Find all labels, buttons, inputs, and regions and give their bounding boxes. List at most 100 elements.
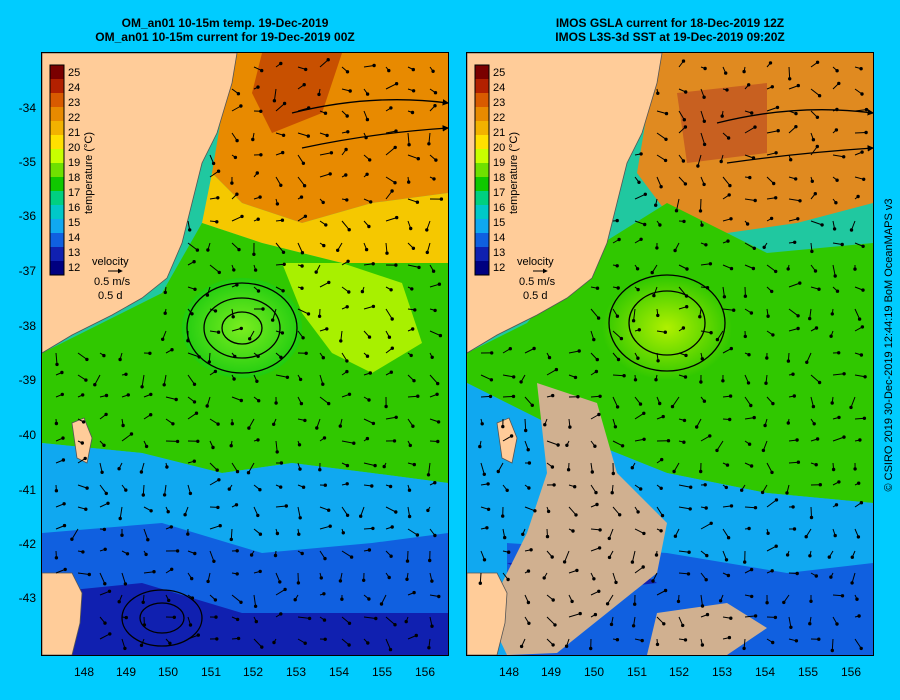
current-vector-head [636, 287, 640, 292]
current-vector-head [654, 378, 658, 382]
current-vector-head [117, 467, 121, 471]
current-vector-head [774, 151, 778, 155]
current-vector [165, 396, 177, 400]
current-vector [546, 440, 559, 446]
current-vector [275, 242, 284, 253]
current-vector [854, 638, 862, 649]
current-vector-head [681, 159, 686, 163]
current-vector-head [235, 572, 239, 576]
right-velocity-speed: 0.5 m/s [519, 276, 556, 288]
current-vector-head [234, 503, 239, 507]
current-vector-head [347, 290, 351, 294]
current-vector-head [616, 286, 620, 290]
current-vector-head [842, 372, 846, 376]
current-vector-head [371, 526, 375, 531]
current-vector-head [814, 326, 819, 330]
current-vector-head [425, 250, 429, 255]
current-vector-head [321, 200, 325, 205]
current-vector-head [728, 183, 732, 188]
current-vector-head [842, 435, 846, 439]
current-vector-head [282, 101, 287, 106]
current-vector-head [698, 209, 703, 213]
current-vector-head [817, 94, 822, 98]
current-vector [209, 479, 220, 486]
left-map-panel[interactable]: 25 24 23 22 21 20 19 18 17 16 15 14 13 1… [41, 52, 449, 656]
current-vector-head [149, 392, 153, 397]
current-vector-head [319, 576, 323, 580]
current-vector-head [656, 359, 660, 363]
x-tick-label: 150 [583, 665, 605, 679]
right-title-line1: IMOS GSLA current for 18-Dec-2019 12Z [555, 16, 785, 30]
current-vector-head [283, 587, 287, 592]
current-vector [700, 110, 705, 122]
current-vector [546, 369, 557, 376]
current-vector-head [573, 375, 578, 380]
current-vector-head [753, 198, 757, 203]
current-vector-head [743, 334, 747, 339]
current-vector-head [411, 424, 415, 428]
current-vector-head [124, 372, 128, 376]
current-vector-head [328, 524, 332, 528]
current-vector-head [328, 172, 332, 176]
current-vector-head [724, 71, 728, 75]
current-vector-head [437, 594, 441, 599]
current-vector-head [344, 147, 348, 152]
x-tick-label: 149 [540, 665, 562, 679]
x-tick-label: 148 [498, 665, 520, 679]
current-vector-head [426, 473, 431, 477]
current-vector-head [661, 414, 665, 419]
current-vector-head [338, 424, 342, 428]
right-map-panel[interactable]: 25 24 23 22 21 20 19 18 17 16 15 14 13 1… [466, 52, 874, 656]
current-vector [634, 412, 645, 420]
x-tick-label: 154 [754, 665, 776, 679]
left-colorbar-ticks: 25 24 23 22 21 20 19 18 17 16 15 14 13 1… [68, 67, 95, 274]
current-vector-head [54, 556, 59, 560]
current-vector-head [592, 337, 596, 342]
current-vector [187, 374, 195, 385]
current-vector-head [280, 218, 285, 222]
right-colorbar-ticks: 25 24 23 22 21 20 19 18 17 16 15 14 13 1… [493, 67, 520, 274]
current-vector-head [427, 142, 431, 146]
current-vector [275, 588, 286, 596]
current-vector-head [279, 61, 283, 66]
current-vector [319, 173, 331, 178]
current-vector-head [835, 622, 839, 626]
current-vector-head [195, 248, 200, 252]
current-vector [744, 126, 756, 134]
current-vector-head [810, 249, 814, 254]
current-vector-head [835, 289, 840, 293]
current-vector-head [622, 374, 626, 378]
current-vector-head [104, 412, 108, 417]
current-vector-head [235, 617, 240, 622]
current-vector-head [215, 468, 219, 472]
current-vector [832, 264, 836, 277]
current-vector-head [167, 598, 171, 603]
current-vector-head [575, 568, 579, 573]
current-vector-head [405, 559, 410, 563]
current-vector-head [795, 571, 799, 576]
current-vector-head [527, 486, 531, 490]
current-vector-head [753, 614, 758, 618]
current-vector-head [545, 534, 550, 539]
current-vector [766, 462, 773, 473]
current-vector-head [298, 516, 302, 520]
current-vector-head [687, 550, 691, 554]
current-vector [363, 418, 374, 424]
current-vector-head [433, 91, 438, 95]
current-vector [230, 528, 233, 540]
x-tick-label: 152 [668, 665, 690, 679]
current-vector [341, 440, 354, 444]
current-vector-head [301, 336, 305, 340]
current-vector [121, 572, 126, 585]
current-vector-head [118, 516, 122, 521]
current-vector-head [708, 262, 713, 266]
current-vector-head [379, 602, 384, 606]
current-vector [429, 374, 439, 384]
current-vector-head [519, 380, 523, 384]
current-vector [231, 215, 243, 222]
current-vector-head [654, 553, 659, 557]
current-vector [766, 499, 777, 508]
current-vector-head [617, 237, 621, 242]
current-vector-head [193, 551, 197, 556]
current-vector-head [272, 422, 276, 426]
